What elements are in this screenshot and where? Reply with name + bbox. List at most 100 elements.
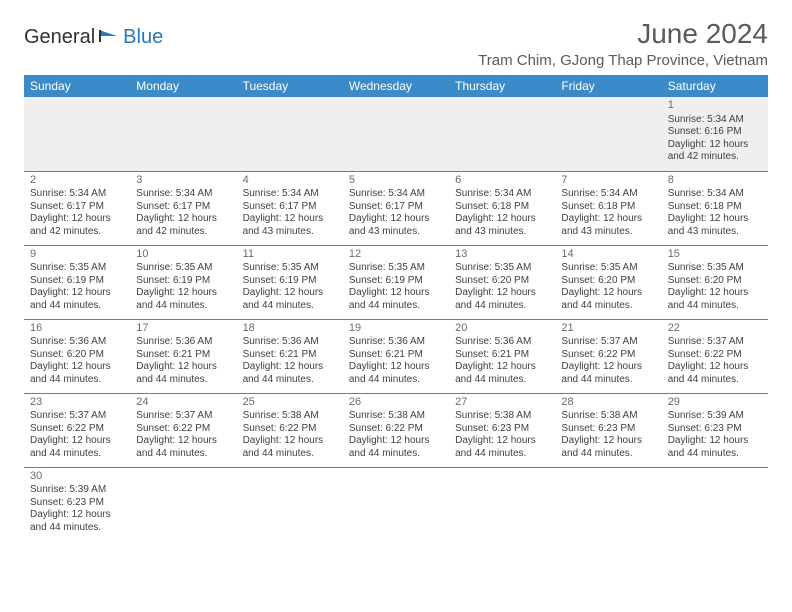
daylight-text: Daylight: 12 hours and 43 minutes. <box>561 213 655 238</box>
day-number: 8 <box>668 174 762 188</box>
calendar-cell: 28Sunrise: 5:38 AMSunset: 6:23 PMDayligh… <box>555 393 661 467</box>
day-number: 20 <box>455 322 549 336</box>
day-number: 3 <box>136 174 230 188</box>
daylight-text: Daylight: 12 hours and 44 minutes. <box>30 361 124 386</box>
calendar-cell: 21Sunrise: 5:37 AMSunset: 6:22 PMDayligh… <box>555 319 661 393</box>
calendar-cell: 30Sunrise: 5:39 AMSunset: 6:23 PMDayligh… <box>24 467 130 541</box>
calendar-cell: 11Sunrise: 5:35 AMSunset: 6:19 PMDayligh… <box>237 245 343 319</box>
daylight-text: Daylight: 12 hours and 44 minutes. <box>668 361 762 386</box>
daylight-text: Daylight: 12 hours and 44 minutes. <box>243 361 337 386</box>
sunrise-text: Sunrise: 5:35 AM <box>136 262 230 275</box>
day-number: 16 <box>30 322 124 336</box>
day-number: 22 <box>668 322 762 336</box>
sunset-text: Sunset: 6:17 PM <box>30 201 124 214</box>
calendar-cell <box>555 97 661 171</box>
month-title: June 2024 <box>478 18 768 50</box>
calendar-cell: 26Sunrise: 5:38 AMSunset: 6:22 PMDayligh… <box>343 393 449 467</box>
sunset-text: Sunset: 6:23 PM <box>455 423 549 436</box>
daylight-text: Daylight: 12 hours and 43 minutes. <box>668 213 762 238</box>
sunrise-text: Sunrise: 5:37 AM <box>136 410 230 423</box>
sunrise-text: Sunrise: 5:36 AM <box>136 336 230 349</box>
calendar-cell: 12Sunrise: 5:35 AMSunset: 6:19 PMDayligh… <box>343 245 449 319</box>
sunset-text: Sunset: 6:18 PM <box>455 201 549 214</box>
title-block: June 2024 Tram Chim, GJong Thap Province… <box>478 18 768 69</box>
daylight-text: Daylight: 12 hours and 44 minutes. <box>30 287 124 312</box>
calendar-cell <box>662 467 768 541</box>
calendar-cell: 18Sunrise: 5:36 AMSunset: 6:21 PMDayligh… <box>237 319 343 393</box>
day-number: 19 <box>349 322 443 336</box>
daylight-text: Daylight: 12 hours and 43 minutes. <box>455 213 549 238</box>
sunrise-text: Sunrise: 5:35 AM <box>455 262 549 275</box>
sunrise-text: Sunrise: 5:38 AM <box>243 410 337 423</box>
day-number: 28 <box>561 396 655 410</box>
daylight-text: Daylight: 12 hours and 44 minutes. <box>561 435 655 460</box>
calendar-cell: 25Sunrise: 5:38 AMSunset: 6:22 PMDayligh… <box>237 393 343 467</box>
sunset-text: Sunset: 6:20 PM <box>455 275 549 288</box>
page-header: General Blue June 2024 Tram Chim, GJong … <box>24 18 768 69</box>
day-number: 15 <box>668 248 762 262</box>
daylight-text: Daylight: 12 hours and 44 minutes. <box>561 361 655 386</box>
sunset-text: Sunset: 6:22 PM <box>561 349 655 362</box>
day-header: Monday <box>130 75 236 97</box>
day-number: 27 <box>455 396 549 410</box>
sunset-text: Sunset: 6:16 PM <box>668 126 762 139</box>
day-number: 29 <box>668 396 762 410</box>
calendar-cell <box>449 97 555 171</box>
day-header: Tuesday <box>237 75 343 97</box>
calendar-cell: 10Sunrise: 5:35 AMSunset: 6:19 PMDayligh… <box>130 245 236 319</box>
calendar-cell <box>343 97 449 171</box>
sunrise-text: Sunrise: 5:35 AM <box>243 262 337 275</box>
calendar-week-row: 2Sunrise: 5:34 AMSunset: 6:17 PMDaylight… <box>24 171 768 245</box>
calendar-cell: 29Sunrise: 5:39 AMSunset: 6:23 PMDayligh… <box>662 393 768 467</box>
day-header: Thursday <box>449 75 555 97</box>
calendar-cell <box>130 97 236 171</box>
sunset-text: Sunset: 6:23 PM <box>561 423 655 436</box>
calendar-cell: 16Sunrise: 5:36 AMSunset: 6:20 PMDayligh… <box>24 319 130 393</box>
calendar-cell <box>130 467 236 541</box>
daylight-text: Daylight: 12 hours and 44 minutes. <box>668 435 762 460</box>
day-number: 23 <box>30 396 124 410</box>
day-number: 2 <box>30 174 124 188</box>
sunrise-text: Sunrise: 5:35 AM <box>668 262 762 275</box>
day-number: 18 <box>243 322 337 336</box>
sunset-text: Sunset: 6:19 PM <box>243 275 337 288</box>
sunset-text: Sunset: 6:17 PM <box>136 201 230 214</box>
calendar-cell: 9Sunrise: 5:35 AMSunset: 6:19 PMDaylight… <box>24 245 130 319</box>
daylight-text: Daylight: 12 hours and 44 minutes. <box>243 435 337 460</box>
day-number: 6 <box>455 174 549 188</box>
calendar-cell: 27Sunrise: 5:38 AMSunset: 6:23 PMDayligh… <box>449 393 555 467</box>
daylight-text: Daylight: 12 hours and 44 minutes. <box>136 361 230 386</box>
sunrise-text: Sunrise: 5:34 AM <box>349 188 443 201</box>
day-number: 4 <box>243 174 337 188</box>
sunset-text: Sunset: 6:18 PM <box>561 201 655 214</box>
sunrise-text: Sunrise: 5:35 AM <box>561 262 655 275</box>
sunrise-text: Sunrise: 5:34 AM <box>136 188 230 201</box>
daylight-text: Daylight: 12 hours and 44 minutes. <box>136 287 230 312</box>
calendar-cell: 23Sunrise: 5:37 AMSunset: 6:22 PMDayligh… <box>24 393 130 467</box>
daylight-text: Daylight: 12 hours and 44 minutes. <box>30 435 124 460</box>
sunrise-text: Sunrise: 5:35 AM <box>349 262 443 275</box>
daylight-text: Daylight: 12 hours and 44 minutes. <box>561 287 655 312</box>
calendar-cell <box>449 467 555 541</box>
daylight-text: Daylight: 12 hours and 44 minutes. <box>349 361 443 386</box>
calendar-cell: 1Sunrise: 5:34 AMSunset: 6:16 PMDaylight… <box>662 97 768 171</box>
day-number: 13 <box>455 248 549 262</box>
sunrise-text: Sunrise: 5:38 AM <box>455 410 549 423</box>
sunset-text: Sunset: 6:22 PM <box>243 423 337 436</box>
daylight-text: Daylight: 12 hours and 42 minutes. <box>136 213 230 238</box>
day-number: 11 <box>243 248 337 262</box>
day-header: Saturday <box>662 75 768 97</box>
daylight-text: Daylight: 12 hours and 44 minutes. <box>455 361 549 386</box>
logo-flag-icon <box>99 28 121 49</box>
sunrise-text: Sunrise: 5:38 AM <box>349 410 443 423</box>
sunset-text: Sunset: 6:21 PM <box>243 349 337 362</box>
daylight-text: Daylight: 12 hours and 44 minutes. <box>349 435 443 460</box>
day-header-row: Sunday Monday Tuesday Wednesday Thursday… <box>24 75 768 97</box>
daylight-text: Daylight: 12 hours and 44 minutes. <box>668 287 762 312</box>
day-number: 9 <box>30 248 124 262</box>
day-number: 24 <box>136 396 230 410</box>
calendar-cell: 17Sunrise: 5:36 AMSunset: 6:21 PMDayligh… <box>130 319 236 393</box>
sunrise-text: Sunrise: 5:36 AM <box>243 336 337 349</box>
day-number: 10 <box>136 248 230 262</box>
sunset-text: Sunset: 6:22 PM <box>30 423 124 436</box>
